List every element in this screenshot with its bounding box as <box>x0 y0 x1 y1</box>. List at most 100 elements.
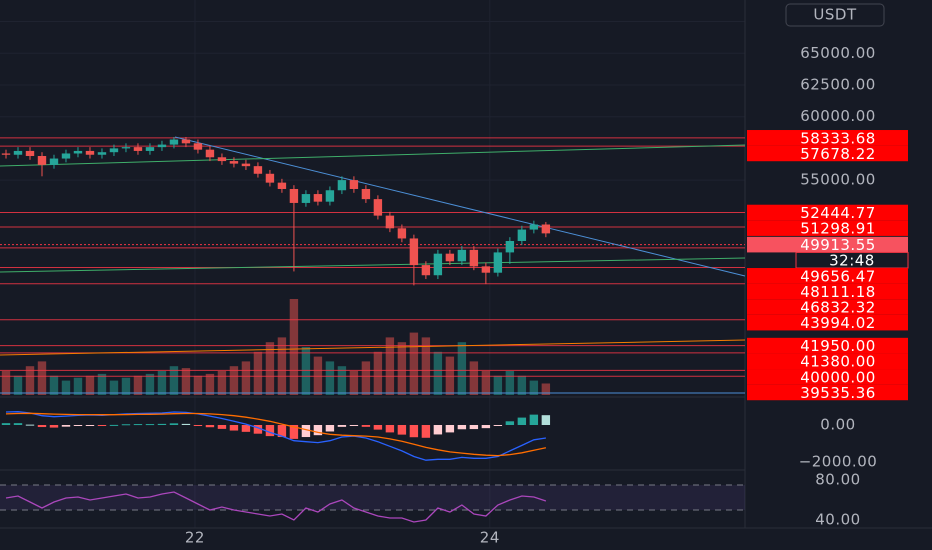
macd-histogram-bar <box>1 423 11 425</box>
candles <box>1 136 551 286</box>
macd-histogram-bar <box>73 425 83 426</box>
volume-bar <box>97 373 107 395</box>
macd-histogram-bar <box>205 425 215 428</box>
candle-body <box>109 148 119 153</box>
candle-body <box>349 180 359 189</box>
trend-line <box>174 136 746 277</box>
candle-body <box>61 153 71 159</box>
candle-body <box>49 158 59 165</box>
candle-body <box>277 182 287 189</box>
volume-bar <box>409 332 419 395</box>
macd-histogram-bar <box>25 424 35 426</box>
volume-bar <box>289 299 299 395</box>
volume-bar <box>301 347 311 395</box>
candle-body <box>397 228 407 239</box>
trend-line <box>0 144 746 167</box>
volume-bar <box>241 361 251 395</box>
volume-bar <box>181 368 191 395</box>
macd-histogram-bar <box>37 425 47 428</box>
macd-histogram-bar <box>289 425 299 439</box>
candle-body <box>217 157 227 162</box>
macd-histogram-bar <box>469 425 479 430</box>
volume-bar <box>277 337 287 395</box>
macd-histogram-bar <box>457 425 467 430</box>
currency-badge[interactable] <box>785 3 885 27</box>
macd-histogram-bar <box>145 424 155 426</box>
volume-bar <box>145 373 155 395</box>
candle-body <box>121 147 131 149</box>
candle-body <box>541 224 551 234</box>
candle-body <box>169 139 179 145</box>
level-box <box>747 220 908 236</box>
candle-body <box>421 265 431 276</box>
candle-body <box>373 199 383 216</box>
macd-histogram-bar <box>217 425 227 429</box>
candle-body <box>469 249 479 267</box>
level-label: 58333.68 <box>800 129 876 147</box>
x-tick-label: 22 <box>185 529 205 547</box>
level-box <box>747 337 908 354</box>
macd-histogram-bar <box>181 423 191 425</box>
macd-histogram-bar <box>409 425 419 438</box>
volume-bar <box>133 375 143 395</box>
last-price-box <box>747 236 908 253</box>
volume-bar <box>73 377 83 395</box>
x-tick-label: 24 <box>480 529 500 547</box>
macd-histogram-bar <box>397 425 407 435</box>
level-label: 49656.47 <box>800 267 876 285</box>
level-label: 51298.91 <box>800 220 876 238</box>
candle-body <box>481 266 491 273</box>
candle-body <box>97 152 107 155</box>
macd-histogram-bar <box>109 424 119 426</box>
volume-bar <box>349 371 359 395</box>
macd-histogram-bar <box>277 425 287 438</box>
y-tick-label: 65000.00 <box>800 44 876 62</box>
macd-histogram-bar <box>97 425 107 426</box>
volume-bar <box>385 337 395 395</box>
rsi-tick-label: 40.00 <box>815 511 860 529</box>
volume-bar <box>265 342 275 395</box>
volume-bar <box>373 351 383 395</box>
macd-histogram-bar <box>421 425 431 438</box>
candle-body <box>205 149 215 158</box>
rsi-pane: 80.00 40.00 <box>0 471 860 529</box>
volume-bar <box>481 371 491 395</box>
macd-histogram-bar <box>517 417 527 425</box>
candle-body <box>241 163 251 167</box>
level-label: 40000.00 <box>800 368 876 386</box>
volume-bar <box>433 351 443 395</box>
level-box <box>747 204 908 221</box>
candle-body <box>301 194 311 203</box>
volume-bar <box>193 375 203 395</box>
macd-histogram-bar <box>325 425 335 432</box>
volume-bar <box>205 373 215 395</box>
volume-bar <box>157 371 167 395</box>
level-box <box>747 384 908 401</box>
last-price-label: 49913.55 <box>800 236 876 254</box>
candle-body <box>385 215 395 229</box>
candle-body <box>325 190 335 202</box>
candle-body <box>493 252 503 273</box>
level-label: 52444.77 <box>800 204 876 222</box>
level-label: 41380.00 <box>800 353 876 371</box>
volume-bar <box>337 366 347 395</box>
macd-histogram-bar <box>505 421 515 425</box>
candle-body <box>265 173 275 183</box>
macd-histogram-bar <box>433 425 443 435</box>
candle-body <box>73 150 83 154</box>
macd-histogram-bar <box>169 423 179 425</box>
macd-histogram-bar <box>301 425 311 438</box>
volume-bar <box>217 371 227 395</box>
candle-body <box>133 147 143 151</box>
volume-bar <box>25 366 35 395</box>
volume-bar <box>505 371 515 395</box>
volume-bar <box>169 366 179 395</box>
level-label: 57678.22 <box>800 145 876 163</box>
volume-bar <box>13 375 23 395</box>
currency-label: USDT <box>813 6 857 24</box>
macd-histogram-bar <box>61 425 71 427</box>
candle-body <box>145 147 155 151</box>
candle-body <box>37 156 47 165</box>
candle-body <box>409 238 419 266</box>
